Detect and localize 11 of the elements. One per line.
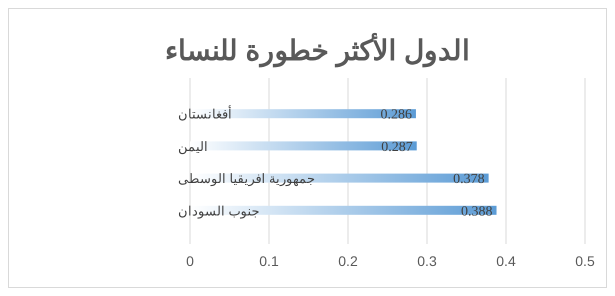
x-tick-label: 0.3 — [417, 253, 437, 269]
y-tick-label: جمهورية افريقيا الوسطى — [178, 171, 316, 188]
x-tick-label: 0.1 — [259, 253, 279, 269]
x-tick-label: 0.4 — [496, 253, 516, 269]
x-tick-label: 0.2 — [338, 253, 358, 269]
y-tick-label: أفغانستان — [178, 106, 232, 122]
x-tick-label: 0.5 — [575, 253, 595, 269]
y-tick-label: اليمن — [178, 138, 208, 155]
y-tick-label: جنوب السودان — [178, 203, 260, 220]
x-tick-label: 0 — [186, 253, 194, 269]
chart-title: الدول الأكثر خطورة للنساء — [164, 33, 470, 68]
